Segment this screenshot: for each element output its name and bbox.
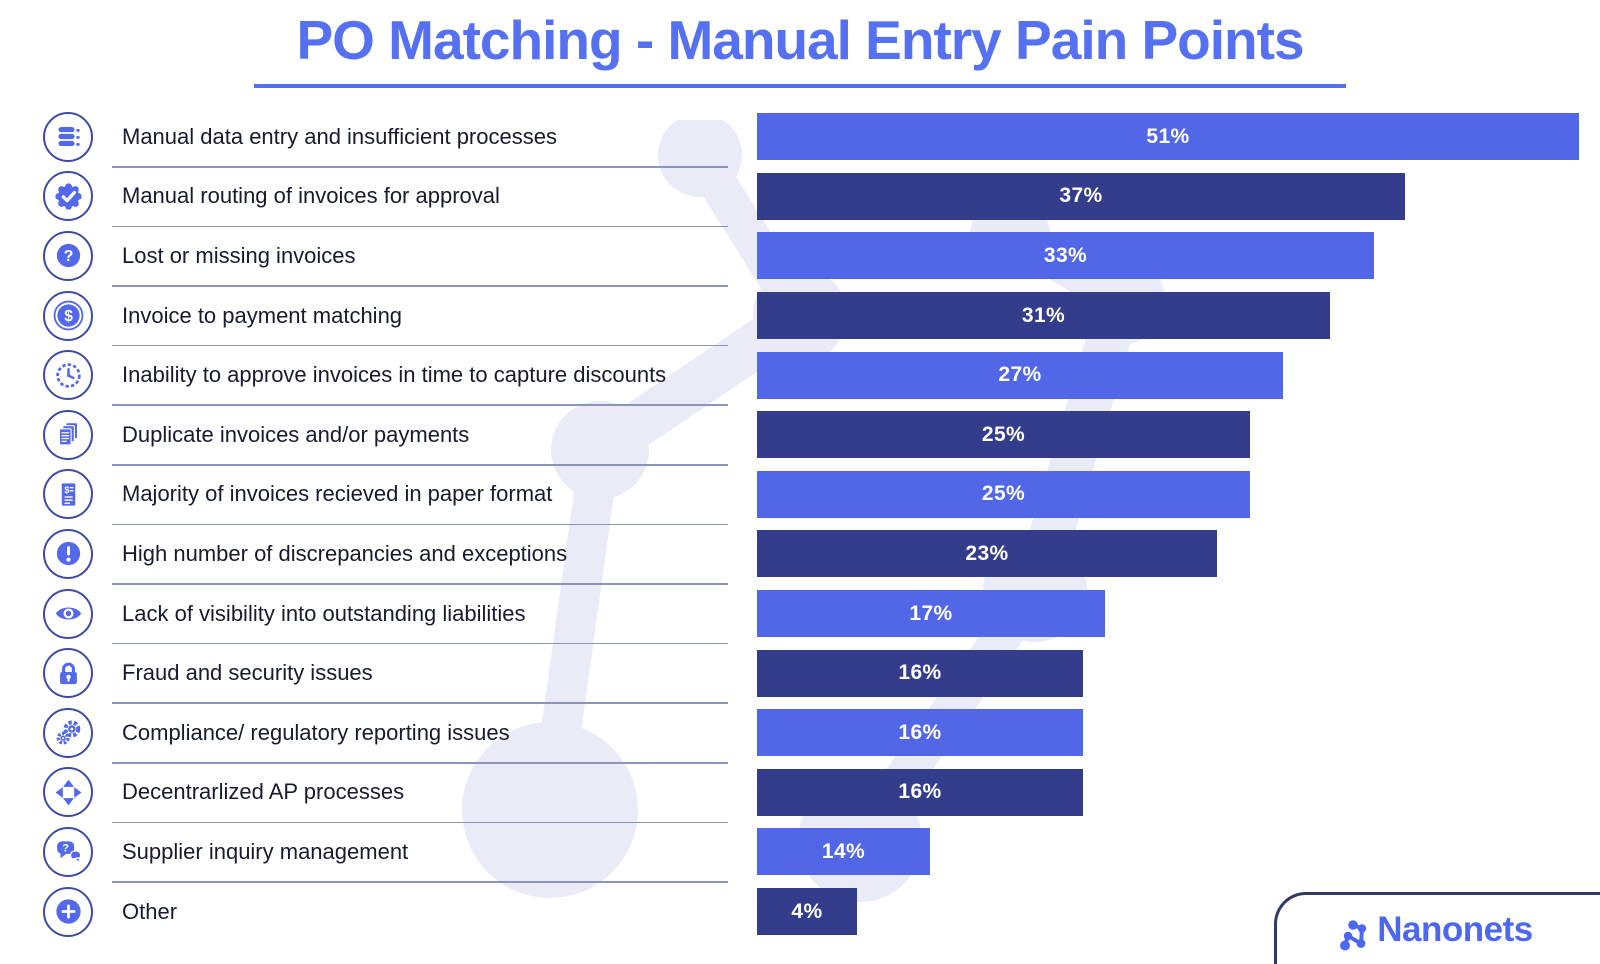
svg-text:$: $ xyxy=(64,485,69,495)
row-divider xyxy=(112,583,728,585)
row-divider xyxy=(112,464,728,466)
row-divider xyxy=(112,225,728,228)
svg-text:?: ? xyxy=(62,843,69,855)
row-divider xyxy=(112,762,728,764)
pain-point-label: Duplicate invoices and/or payments xyxy=(122,421,470,447)
pain-point-row: Lack of visibility into outstanding liab… xyxy=(0,584,1600,645)
pain-point-row: Manual data entry and insufficient proce… xyxy=(0,107,1600,168)
bar: 14% xyxy=(757,828,930,876)
bar-value: 51% xyxy=(1146,124,1190,148)
plus-circle-icon xyxy=(43,886,93,937)
pain-point-row: Compliance/ regulatory reporting issues … xyxy=(0,703,1600,764)
pain-point-label: Lost or missing invoices xyxy=(122,242,356,268)
row-divider xyxy=(112,523,728,526)
arrows-out-icon xyxy=(43,767,93,818)
list-icon xyxy=(43,111,93,162)
chat-question-icon: ? xyxy=(43,826,93,877)
bar: 33% xyxy=(757,232,1374,280)
bar-value: 16% xyxy=(898,661,942,685)
row-divider xyxy=(112,642,728,645)
brand-box: Nanonets xyxy=(1274,892,1600,964)
bar: 16% xyxy=(757,709,1083,757)
pain-point-label: Compliance/ regulatory reporting issues xyxy=(122,719,510,745)
pain-point-label: Majority of invoices recieved in paper f… xyxy=(122,481,553,507)
bar: 4% xyxy=(757,888,857,936)
pain-point-row: Decentrarlized AP processes 16% xyxy=(0,763,1600,824)
bar-value: 16% xyxy=(898,720,942,744)
pain-point-row: Duplicate invoices and/or payments 25% xyxy=(0,405,1600,466)
badge-check-icon xyxy=(43,171,93,222)
row-divider xyxy=(112,821,728,824)
bar-value: 25% xyxy=(981,422,1026,446)
pain-point-row: Manual routing of invoices for approval … xyxy=(0,167,1600,228)
row-divider xyxy=(112,344,728,347)
exclamation-circle-icon xyxy=(43,528,93,579)
row-divider xyxy=(112,404,728,406)
bar: 17% xyxy=(757,590,1105,638)
pain-point-label: Manual routing of invoices for approval xyxy=(122,183,500,209)
pain-point-row: Inability to approve invoices in time to… xyxy=(0,345,1600,406)
bar: 23% xyxy=(757,530,1217,578)
nanonets-logo-icon xyxy=(1340,919,1367,950)
pain-point-row: ? Lost or missing invoices 33% xyxy=(0,226,1600,287)
pain-point-row: Fraud and security issues 16% xyxy=(0,643,1600,704)
bar: 27% xyxy=(757,351,1283,399)
pain-point-label: Decentrarlized AP processes xyxy=(122,779,405,805)
pain-point-label: Lack of visibility into outstanding liab… xyxy=(122,600,526,626)
bar-value: 27% xyxy=(998,363,1042,387)
receipt-icon: $ xyxy=(43,469,93,520)
bar-value: 4% xyxy=(791,899,823,923)
bar-value: 37% xyxy=(1059,184,1103,208)
pain-point-label: Manual data entry and insufficient proce… xyxy=(122,123,557,149)
svg-text:$: $ xyxy=(64,308,73,325)
gears-icon xyxy=(43,707,93,758)
bar-value: 23% xyxy=(965,541,1009,565)
pain-point-label: Supplier inquiry management xyxy=(122,838,409,864)
pain-point-label: High number of discrepancies and excepti… xyxy=(122,540,568,566)
question-circle-icon: ? xyxy=(43,230,93,281)
svg-text:?: ? xyxy=(63,248,73,266)
pain-point-row: Other 4% xyxy=(0,882,1600,942)
row-divider xyxy=(112,166,728,168)
bar: 25% xyxy=(757,470,1250,518)
bar: 16% xyxy=(757,768,1083,816)
lock-icon xyxy=(43,648,93,699)
pain-point-label: Invoice to payment matching xyxy=(122,302,403,328)
bar-value: 17% xyxy=(909,601,953,625)
pain-point-row: High number of discrepancies and excepti… xyxy=(0,524,1600,585)
bar: 31% xyxy=(757,292,1330,340)
bar: 16% xyxy=(757,649,1083,697)
row-divider xyxy=(112,285,728,287)
pain-point-label: Fraud and security issues xyxy=(122,660,373,686)
dollar-circle-icon: $ xyxy=(43,290,93,341)
header: PO Matching - Manual Entry Pain Points xyxy=(0,0,1600,88)
pain-point-row: ? Supplier inquiry management 14% xyxy=(0,822,1600,883)
bar-value: 31% xyxy=(1021,303,1066,327)
pain-point-row: $ Invoice to payment matching 31% xyxy=(0,286,1600,347)
page-title: PO Matching - Manual Entry Pain Points xyxy=(254,9,1346,88)
bar: 25% xyxy=(757,411,1250,459)
pain-points-list: Manual data entry and insufficient proce… xyxy=(0,107,1600,941)
pain-point-row: $ Majority of invoices recieved in paper… xyxy=(0,465,1600,526)
eye-icon xyxy=(43,588,93,639)
bar-value: 33% xyxy=(1043,243,1088,267)
clock-icon xyxy=(43,350,93,401)
bar-value: 14% xyxy=(821,839,866,863)
pain-point-label: Inability to approve invoices in time to… xyxy=(122,362,667,388)
row-divider xyxy=(112,702,728,704)
row-divider xyxy=(112,881,728,883)
copy-documents-icon xyxy=(43,409,93,460)
bar: 51% xyxy=(757,113,1579,161)
nanonets-wordmark: Nanonets xyxy=(1377,909,1533,949)
bar-value: 16% xyxy=(898,780,942,804)
bar: 37% xyxy=(757,172,1405,220)
bar-value: 25% xyxy=(981,482,1026,506)
pain-point-label: Other xyxy=(122,898,178,924)
